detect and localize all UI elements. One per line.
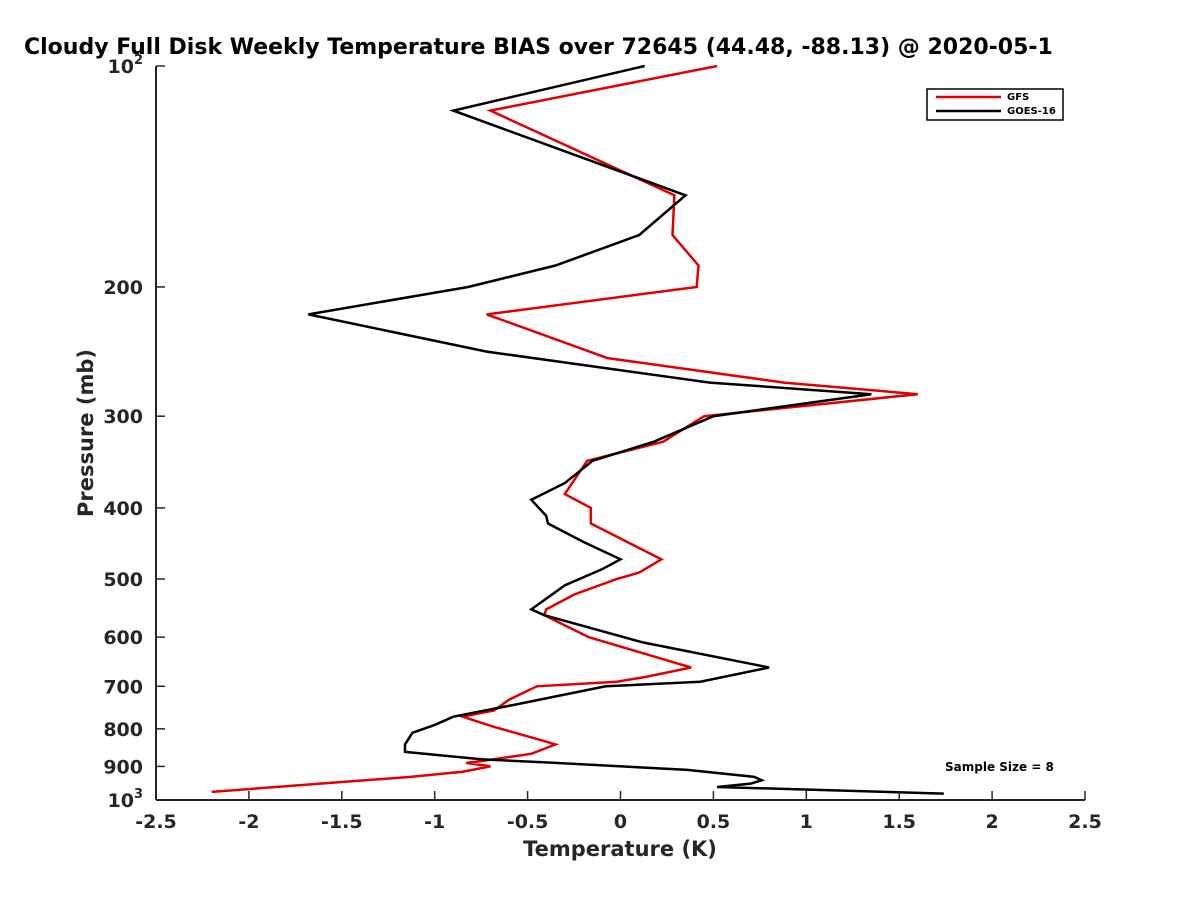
- x-tick-label: 0.5: [697, 811, 731, 833]
- x-tick-label: -2.5: [135, 811, 177, 833]
- y-ticks: 102 200 300 400 500 600 700 800 900 103: [103, 53, 165, 812]
- series-layer: [211, 64, 944, 795]
- x-tick-label: -2: [238, 811, 259, 833]
- y-tick-label: 102: [108, 53, 144, 78]
- x-tick-label: 1.5: [882, 811, 916, 833]
- x-tick-label: 0: [614, 811, 627, 833]
- legend: GFS GOES-16: [926, 88, 1064, 121]
- y-tick-label: 500: [103, 569, 143, 591]
- y-tick-label: 300: [103, 406, 143, 428]
- series-line-gfs: [211, 64, 918, 794]
- y-tick-label: 900: [103, 756, 143, 778]
- y-tick-label: 400: [103, 498, 143, 520]
- y-tick-label: 700: [103, 676, 143, 698]
- x-tick-label: 2: [985, 811, 998, 833]
- x-ticks: -2.5 -2 -1.5 -1 -0.5 0 0.5 1 1.5 2 2.5: [135, 791, 1102, 833]
- x-tick-label: 2.5: [1068, 811, 1102, 833]
- y-tick-label: 600: [103, 627, 143, 649]
- y-tick-label: 800: [103, 719, 143, 741]
- y-axis-label: Pressure (mb): [74, 349, 98, 517]
- sample-size-annotation: Sample Size = 8: [945, 760, 1054, 774]
- x-tick-label: -1.5: [321, 811, 363, 833]
- legend-label-goes16: GOES-16: [1007, 106, 1056, 117]
- x-tick-label: -0.5: [507, 811, 549, 833]
- series-line-goes16: [308, 64, 944, 795]
- plot-area: [156, 66, 1085, 800]
- chart-title: Cloudy Full Disk Weekly Temperature BIAS…: [24, 35, 1053, 60]
- x-tick-label: 1: [800, 811, 813, 833]
- legend-box: [926, 88, 1064, 121]
- legend-label-gfs: GFS: [1007, 92, 1029, 103]
- y-tick-label: 200: [103, 277, 143, 299]
- x-axis-label: Temperature (K): [523, 837, 717, 861]
- x-tick-label: -1: [424, 811, 445, 833]
- y-tick-label: 103: [108, 787, 144, 812]
